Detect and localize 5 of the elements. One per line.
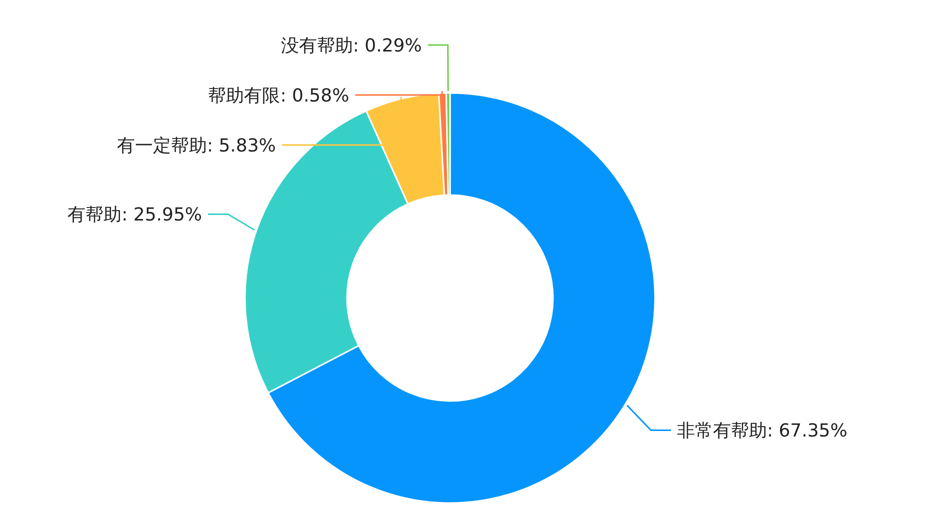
slice-label: 帮助有限: 0.58% [208,85,350,106]
slice-label: 非常有帮助: 67.35% [676,420,848,442]
slice-label: 没有帮助: 0.29% [280,35,422,56]
slice-label: 有帮助: 25.95% [68,204,202,226]
slice-label: 有一定帮助: 5.83% [116,135,276,156]
